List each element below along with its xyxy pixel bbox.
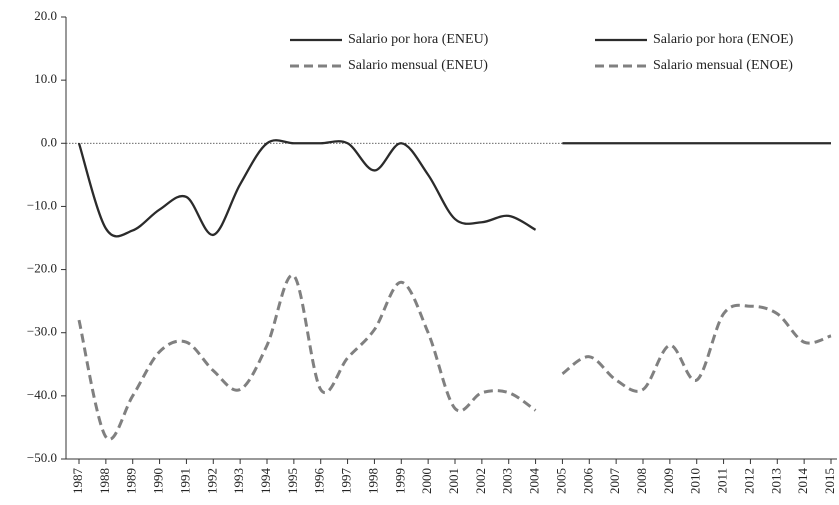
x-tick-label: 2013 xyxy=(768,468,783,494)
line xyxy=(77,139,537,238)
x-tick-label: 2002 xyxy=(473,468,488,494)
y-tick-label: 20.0 xyxy=(34,8,57,23)
x-tick-label: 1991 xyxy=(177,468,192,494)
y-tick-label: −30.0 xyxy=(27,324,57,339)
x-tick-label: 2010 xyxy=(688,468,703,494)
line xyxy=(561,303,832,393)
x-tick-label: 1993 xyxy=(231,468,246,494)
x-tick-label: 2006 xyxy=(580,468,595,495)
x-tick-label: 1989 xyxy=(124,468,139,494)
legend-label: Salario mensual (ENOE) xyxy=(653,58,793,73)
legend-label: Salario por hora (ENOE) xyxy=(653,32,794,47)
y-tick-label: −20.0 xyxy=(27,261,57,276)
x-tick-label: 2011 xyxy=(715,468,730,494)
y-tick-label: 10.0 xyxy=(34,71,57,86)
x-tick-label: 1996 xyxy=(312,468,327,495)
x-tick-label: 2009 xyxy=(661,468,676,494)
x-tick-label: 2008 xyxy=(634,468,649,494)
x-tick-label: 1999 xyxy=(392,468,407,494)
x-tick-label: 2015 xyxy=(822,468,837,494)
x-tick-label: 1987 xyxy=(70,468,85,495)
legend-label: Salario por hora (ENEU) xyxy=(348,32,489,47)
x-tick-label: 2007 xyxy=(607,468,622,495)
x-tick-label: 2004 xyxy=(527,468,542,495)
line xyxy=(77,274,537,441)
x-tick-label: 1994 xyxy=(258,468,273,495)
y-tick-label: −40.0 xyxy=(27,387,57,402)
x-tick-label: 2012 xyxy=(741,468,756,494)
x-tick-label: 1997 xyxy=(339,468,354,495)
x-tick-label: 2014 xyxy=(795,468,810,495)
x-tick-label: 1995 xyxy=(285,468,300,494)
x-tick-label: 2003 xyxy=(500,468,515,494)
x-tick-label: 2001 xyxy=(446,468,461,494)
y-tick-label: 0.0 xyxy=(41,134,57,149)
x-tick-label: 2005 xyxy=(553,468,568,494)
x-tick-label: 1988 xyxy=(97,468,112,494)
x-tick-label: 1990 xyxy=(151,468,166,494)
x-tick-label: 1992 xyxy=(204,468,219,494)
y-tick-label: −50.0 xyxy=(27,450,57,465)
y-tick-label: −10.0 xyxy=(27,197,57,212)
x-tick-label: 2000 xyxy=(419,468,434,494)
x-tick-label: 1998 xyxy=(365,468,380,494)
legend-label: Salario mensual (ENEU) xyxy=(348,58,488,73)
